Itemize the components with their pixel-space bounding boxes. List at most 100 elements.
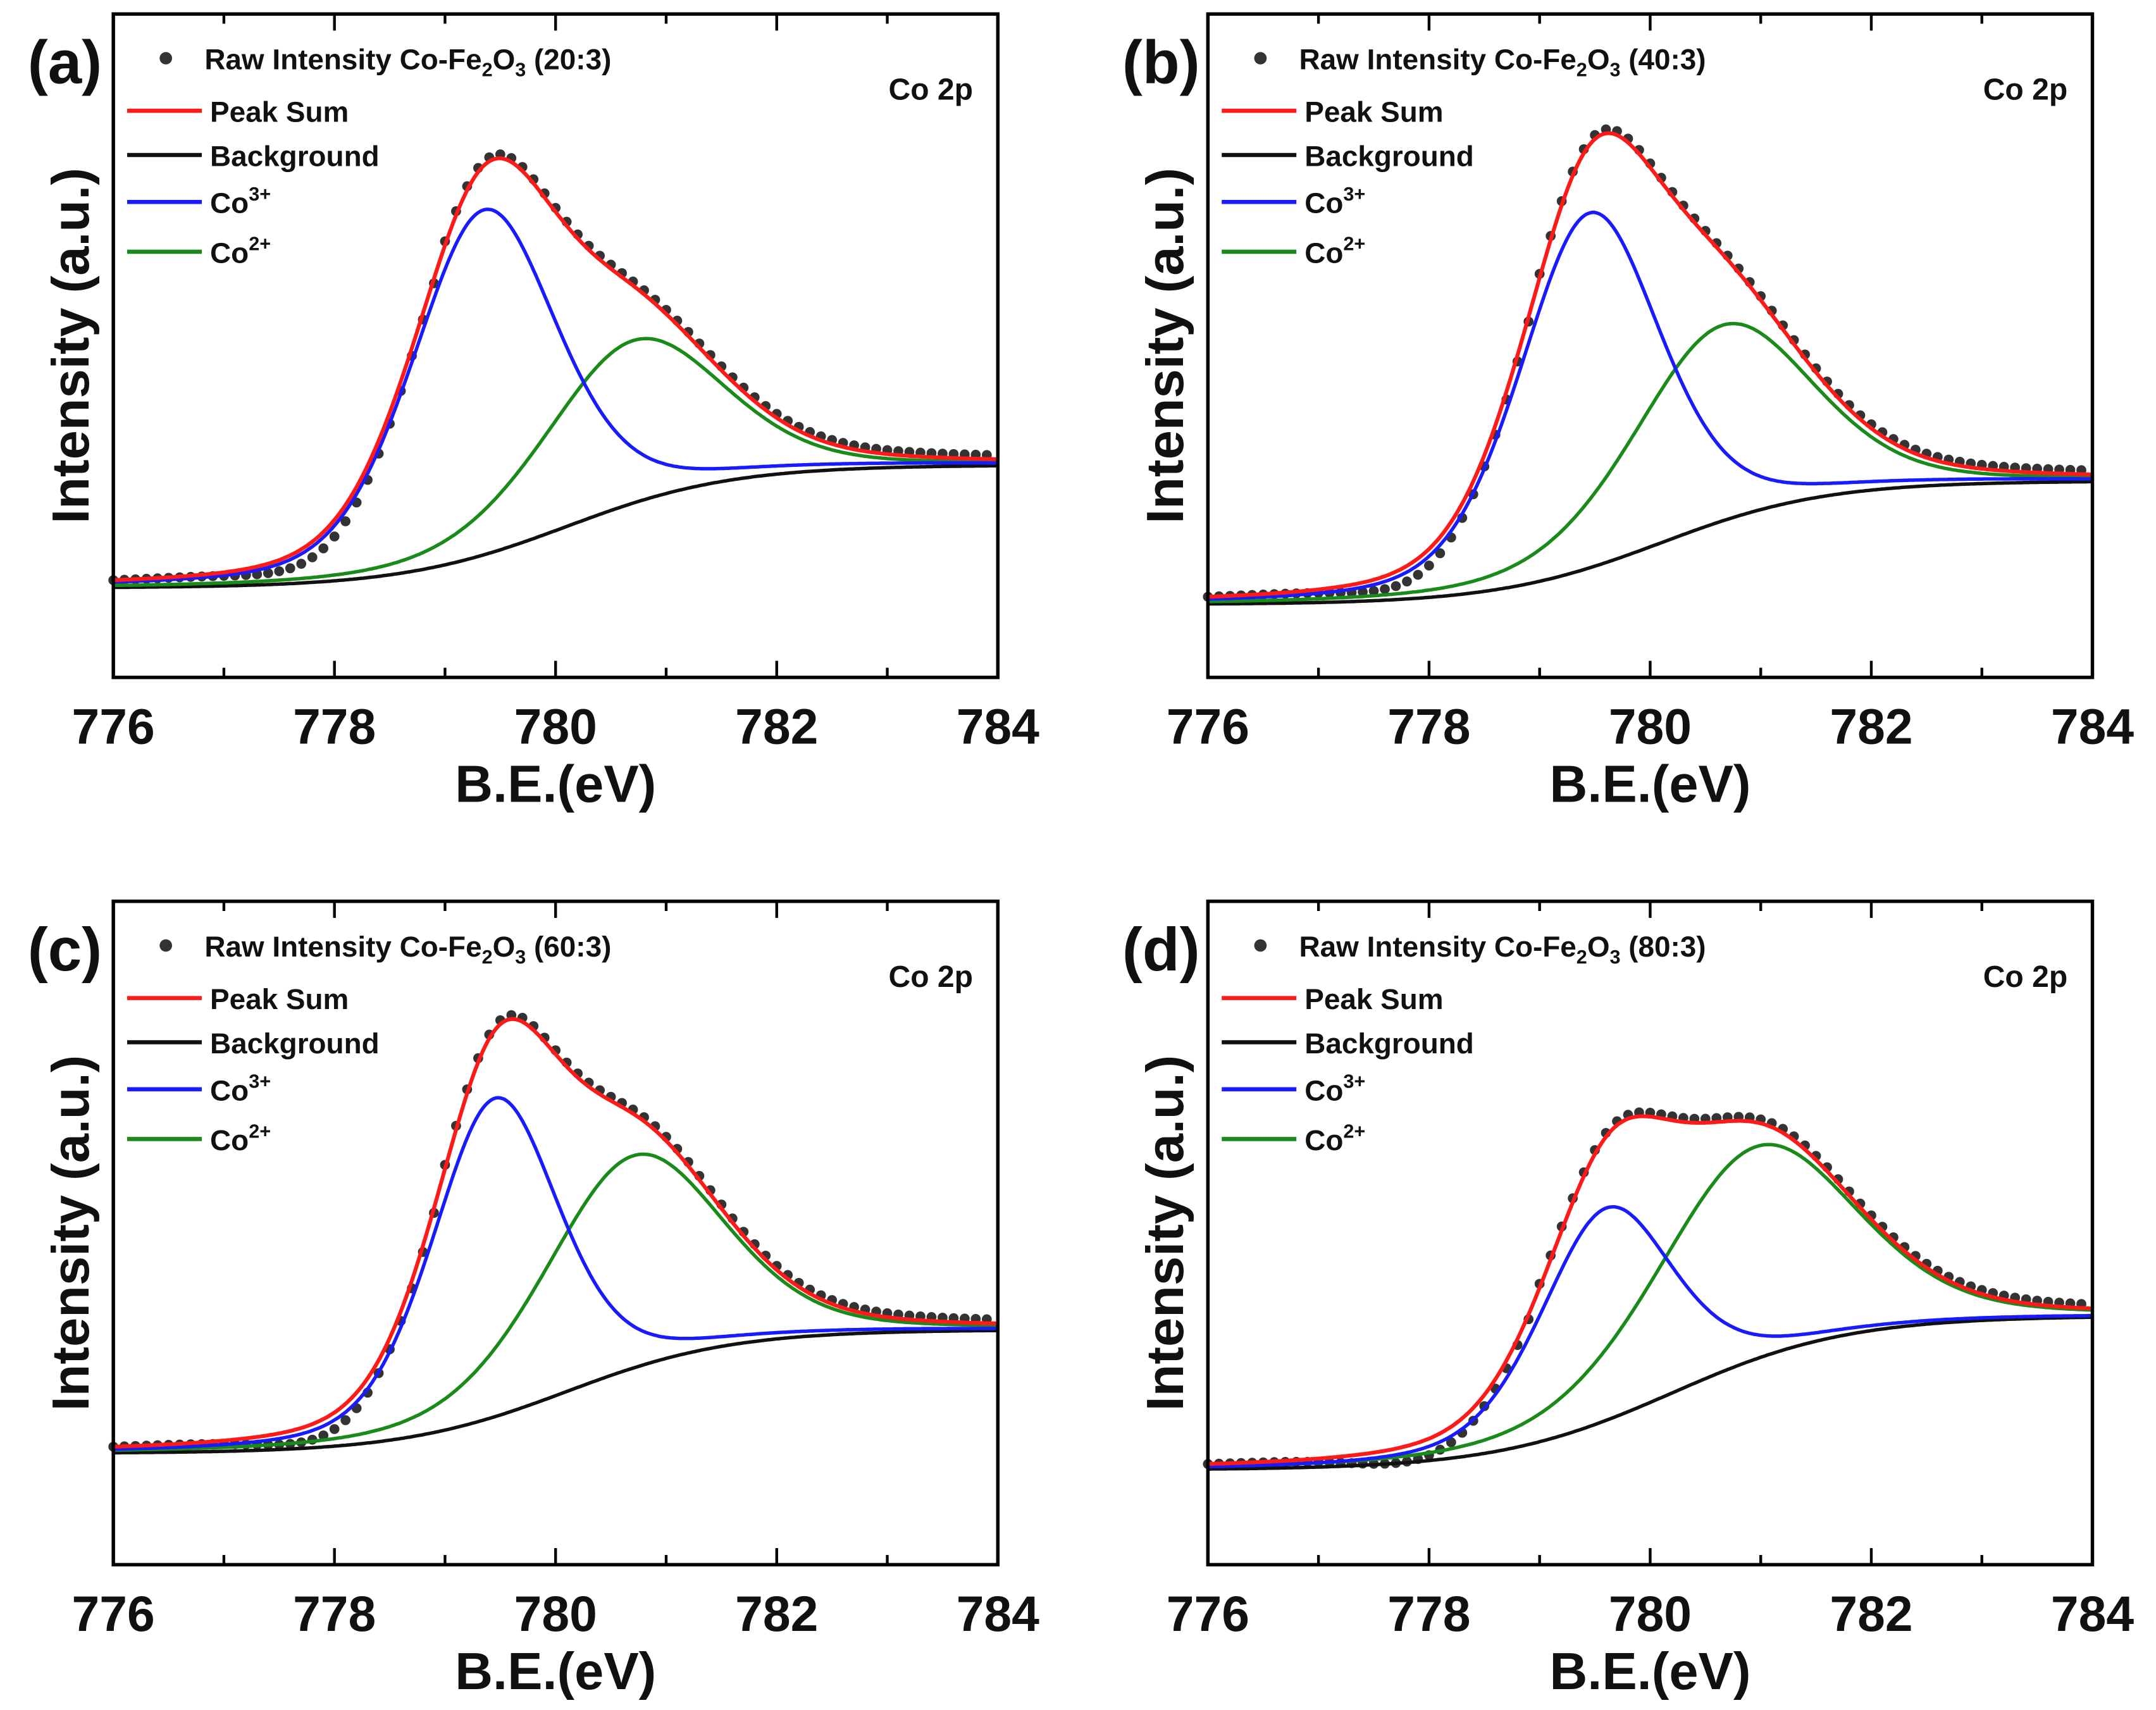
legend: Raw Intensity Co-Fe2O3 (80:3) Peak Sum Bac…: [1222, 930, 1706, 1156]
legend-raw-marker: [1254, 52, 1267, 65]
x-tick-label: 782: [735, 1586, 818, 1642]
legend-co2-sup: 2+: [1343, 1120, 1365, 1142]
legend: Raw Intensity Co-Fe2O3 (40:3) Peak Sum Bac…: [1222, 43, 1706, 269]
legend-background-label: Background: [210, 139, 380, 172]
core-level-annotation: Co 2p: [889, 960, 973, 994]
legend-co3-label: Co3+: [210, 183, 271, 220]
x-tick-label: 784: [2051, 699, 2134, 755]
x-tick-label: 778: [1387, 699, 1470, 755]
peak-sum-line: [113, 156, 998, 583]
raw-data-point: [329, 1424, 340, 1434]
raw-data-point: [1368, 586, 1379, 596]
legend-raw-suffix: (60:3): [526, 930, 611, 963]
legend-co3-label: Co3+: [1304, 1071, 1365, 1107]
legend-co2-base: Co: [210, 236, 249, 269]
chart-panel-b: 776 778 780 782 784 B.E.(eV) Intensity (a.u.) (…: [1122, 12, 2134, 813]
legend-raw-label: Raw Intensity Co-Fe2O3 (80:3): [1299, 930, 1706, 968]
chart-panel-c: 776 778 780 782 784 B.E.(eV) Intensity (a.u.) (…: [28, 899, 1039, 1701]
raw-data-point: [1424, 561, 1434, 571]
legend-raw-mid: O: [1587, 43, 1610, 76]
legend-sum-label: Peak Sum: [1304, 96, 1443, 128]
legend-co2-sup: 2+: [249, 1120, 271, 1142]
legend-co3-label: Co3+: [1304, 183, 1365, 220]
y-axis-label: Intensity (a.u.): [41, 168, 100, 524]
x-tick-label: 782: [1830, 1586, 1912, 1642]
legend-raw-sub1: 2: [482, 59, 493, 80]
x-tick-label: 780: [514, 1586, 597, 1642]
legend-co3-base: Co: [210, 187, 249, 220]
co2-plus-line: [1208, 321, 2093, 604]
legend-raw-mid: O: [493, 43, 516, 76]
co3-plus-line: [113, 208, 998, 584]
legend-raw-label: Raw Intensity Co-Fe2O3 (20:3): [204, 43, 611, 81]
legend-raw-mid: O: [493, 930, 516, 963]
legend-raw-prefix: Raw Intensity Co-Fe: [1299, 43, 1577, 76]
legend-raw-sub2: 3: [515, 946, 526, 968]
legend-raw-suffix: (20:3): [526, 43, 611, 76]
legend-co2-base: Co: [210, 1124, 249, 1156]
background-line: [113, 464, 998, 590]
legend-raw-sub1: 2: [1577, 59, 1587, 80]
y-axis-label: Intensity (a.u.): [1136, 168, 1194, 524]
peak-sum-line: [113, 1017, 998, 1449]
legend-raw-label: Raw Intensity Co-Fe2O3 (60:3): [204, 930, 611, 968]
co2-plus-line: [113, 337, 998, 588]
legend-co2-label: Co2+: [210, 1120, 271, 1156]
raw-data-point: [1435, 548, 1446, 559]
legend-raw-sub2: 3: [1609, 946, 1620, 968]
co2-plus-line: [1208, 1143, 2093, 1468]
core-level-annotation: Co 2p: [1983, 960, 2067, 994]
x-tick-label: 780: [1609, 1586, 1692, 1642]
raw-data-point: [318, 543, 329, 554]
background-line: [113, 1329, 998, 1455]
x-axis-label: B.E.(eV): [1549, 1642, 1750, 1701]
legend-co3-sup: 3+: [1343, 1071, 1365, 1093]
legend-co2-sup: 2+: [1343, 233, 1365, 255]
raw-data-point: [1402, 576, 1412, 587]
co3-plus-line: [1208, 210, 2093, 601]
core-level-annotation: Co 2p: [1983, 73, 2067, 107]
legend-sum-label: Peak Sum: [210, 96, 349, 128]
x-tick-label: 784: [957, 699, 1039, 755]
raw-data-point: [296, 559, 307, 569]
legend: Raw Intensity Co-Fe2O3 (20:3) Peak Sum Bac…: [127, 43, 611, 270]
co2-plus-line: [113, 1152, 998, 1453]
y-axis-label: Intensity (a.u.): [41, 1055, 100, 1411]
legend-background-label: Background: [210, 1027, 380, 1060]
legend-raw-prefix: Raw Intensity Co-Fe: [204, 43, 481, 76]
peak-sum-line: [1208, 1114, 2093, 1466]
legend-co3-sup: 3+: [249, 183, 271, 205]
chart-panel-a: 776 778 780 782 784 B.E.(eV) Intensity (a.u.) (…: [28, 12, 1039, 813]
legend-co3-sup: 3+: [249, 1071, 271, 1093]
x-axis-label: B.E.(eV): [455, 754, 656, 813]
co3-plus-line: [113, 1096, 998, 1451]
raw-data-point: [318, 1430, 329, 1440]
legend-co2-label: Co2+: [210, 233, 271, 270]
legend-raw-marker: [159, 939, 172, 952]
legend-raw-prefix: Raw Intensity Co-Fe: [204, 930, 481, 963]
panel-label: (c): [28, 916, 102, 984]
raw-data-point: [263, 568, 273, 578]
core-level-annotation: Co 2p: [889, 73, 973, 107]
legend-raw-mid: O: [1587, 930, 1610, 963]
raw-data-point: [1391, 581, 1401, 592]
peak-sum-line: [1208, 131, 2093, 599]
legend-raw-prefix: Raw Intensity Co-Fe: [1299, 930, 1577, 963]
legend-co2-label: Co2+: [1304, 1120, 1365, 1156]
legend-background-label: Background: [1304, 1027, 1474, 1060]
legend-raw-suffix: (40:3): [1621, 43, 1706, 76]
legend-co3-label: Co3+: [210, 1071, 271, 1107]
legend-sum-label: Peak Sum: [210, 982, 349, 1015]
legend-co2-sup: 2+: [249, 233, 271, 255]
x-tick-label: 778: [293, 699, 376, 755]
raw-data-point: [340, 516, 351, 526]
legend-background-label: Background: [1304, 139, 1474, 172]
legend-raw-sub1: 2: [1577, 946, 1587, 968]
legend-raw-sub2: 3: [515, 59, 526, 80]
raw-data-point: [329, 531, 340, 542]
legend-raw-sub1: 2: [482, 946, 493, 968]
x-axis-label: B.E.(eV): [1549, 754, 1750, 813]
raw-data-point: [1358, 586, 1368, 597]
chart-panel-d: 776 778 780 782 784 B.E.(eV) Intensity (a.u.) (…: [1122, 899, 2134, 1701]
